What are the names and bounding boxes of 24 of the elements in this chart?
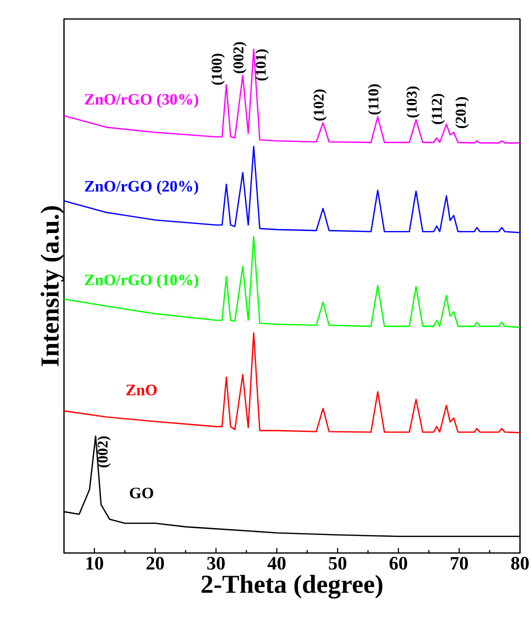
annotation: (110) (368, 84, 382, 115)
annotation: (102) (313, 90, 327, 121)
annotation: (112) (431, 94, 445, 124)
annotation: (103) (406, 86, 420, 118)
x-tick-label: 40 (268, 556, 286, 570)
x-tick-label: 20 (146, 556, 164, 570)
x-axis-title: 2-Theta (degree) (202, 574, 382, 599)
y-axis-title: Intensity (a.u.) (40, 206, 64, 366)
x-tick-label: 30 (207, 556, 225, 570)
annotation: (100) (211, 54, 225, 85)
x-tick-label: 10 (86, 556, 104, 570)
series-label: ZnO/rGO (30%) (84, 93, 198, 108)
annotation: (201) (455, 97, 469, 128)
series-label: ZnO (126, 384, 157, 396)
series-label: ZnO/rGO (20%) (84, 180, 198, 195)
x-tick-label: 50 (328, 556, 346, 570)
series-label: ZnO/rGO (10%) (84, 274, 198, 289)
x-tick-label: 60 (390, 556, 408, 570)
x-tick-label: 80 (511, 556, 529, 570)
annotation: (101) (255, 49, 269, 80)
series-label: GO (130, 488, 154, 498)
annotation: (002) (232, 42, 247, 74)
annotation: (002) (97, 436, 111, 468)
x-tick-label: 70 (450, 556, 468, 570)
